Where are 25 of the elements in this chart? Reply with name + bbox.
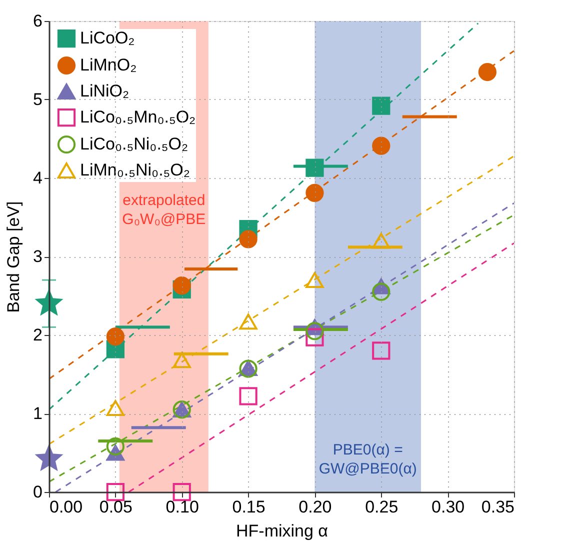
y-tick-label: 6 — [33, 12, 42, 30]
band-label: extrapolated G₀W₀@PBE — [122, 192, 206, 228]
legend-label: LiCoO₂ — [80, 28, 135, 48]
x-tick-label: 0.00 — [50, 498, 83, 516]
y-tick-label: 5 — [33, 90, 42, 109]
y-tick-label: 1 — [33, 404, 42, 423]
legend-label: LiNiO₂ — [80, 82, 130, 100]
y-tick-label: 4 — [33, 168, 42, 188]
x-tick-label: 0.15 — [232, 498, 266, 516]
x-tick-label: 0.30 — [432, 498, 465, 516]
x-tick-label: 0.25 — [365, 498, 398, 516]
x-tick-label: 0.05 — [99, 498, 132, 516]
legend-label: LiMnO₂ — [80, 56, 137, 74]
y-tick-label: 2 — [33, 326, 42, 344]
y-tick-label: 3 — [33, 247, 42, 266]
band-label: PBE0(α) = GW@PBE0(α) — [318, 442, 417, 478]
y-tick-label: 0 — [33, 482, 42, 502]
x-tick-label: 0.35 — [481, 498, 514, 516]
legend-label: LiCo₀.₅Mn₀.₅O₂ — [80, 108, 196, 126]
x-tick-label: 0.20 — [298, 498, 332, 516]
y-axis-title: Band Gap [eV] — [4, 201, 24, 313]
legend-label: LiCo₀.₅Ni₀.₅O₂ — [80, 134, 188, 154]
x-tick-label: 0.10 — [166, 498, 199, 516]
legend-label: LiMn₀.₅Ni₀.₅O₂ — [80, 160, 190, 180]
x-axis-title: HF-mixing α — [236, 522, 328, 540]
